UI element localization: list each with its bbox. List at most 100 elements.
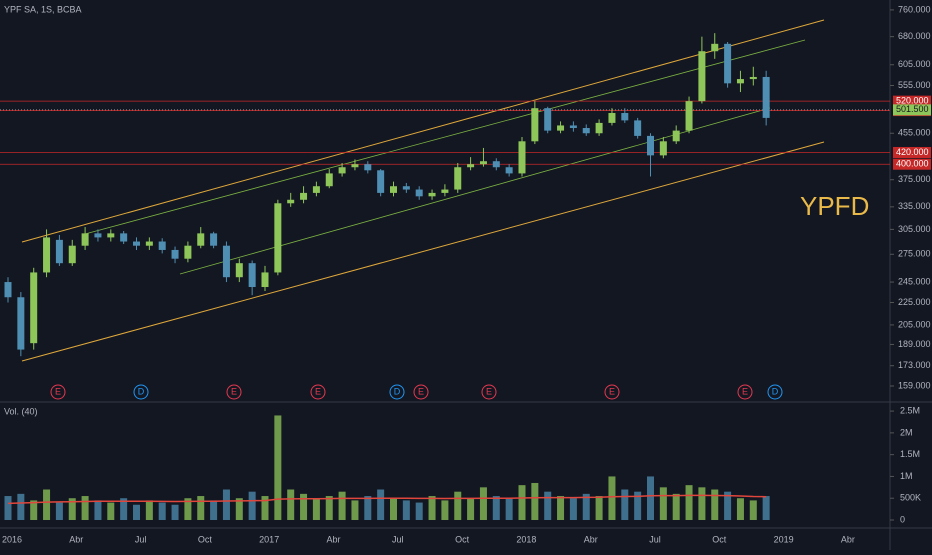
candle-body — [390, 186, 397, 193]
chart-title: YPF SA, 1S, BCBA — [4, 4, 82, 14]
volume-bar — [711, 489, 719, 520]
level-label: 400.000 — [896, 159, 929, 169]
volume-bar — [94, 500, 102, 520]
volume-bar — [595, 496, 603, 520]
event-marker — [481, 384, 497, 400]
volume-tick-label: 1M — [900, 471, 913, 481]
volume-bar — [647, 476, 654, 520]
volume-bar — [749, 500, 757, 520]
x-tick-label: Abr — [326, 534, 340, 544]
volume-bar — [81, 496, 89, 520]
candle-body — [235, 263, 243, 278]
candle-body — [492, 161, 500, 168]
volume-tick-label: 0 — [900, 514, 905, 524]
candle-body — [479, 161, 487, 165]
candle-body — [171, 249, 179, 259]
candle-body — [17, 297, 25, 350]
x-tick-label: Jul — [649, 534, 661, 544]
candle-body — [364, 164, 372, 171]
volume-bar — [685, 485, 693, 520]
candle-body — [261, 272, 269, 288]
event-label: E — [609, 386, 615, 396]
event-label: D — [138, 386, 145, 396]
volume-bar — [68, 498, 76, 520]
volume-bar — [300, 493, 308, 520]
volume-bar — [325, 496, 333, 520]
y-tick-label: 305.000 — [898, 224, 931, 234]
event-marker — [413, 384, 429, 400]
volume-bar — [531, 482, 539, 520]
candle-body — [222, 245, 230, 278]
level-label: 420.000 — [896, 147, 929, 157]
x-tick-label: Jul — [392, 534, 404, 544]
volume-tick-label: 1.5M — [900, 449, 920, 459]
volume-bar — [145, 500, 153, 520]
candle-body — [544, 108, 552, 131]
event-marker — [767, 384, 783, 400]
volume-bar — [698, 487, 706, 520]
event-label: E — [418, 386, 424, 396]
candle-body — [518, 141, 526, 174]
x-tick-label: Abr — [841, 534, 855, 544]
level-tag — [893, 95, 931, 107]
y-tick-label: 335.000 — [898, 201, 931, 211]
candle-body — [505, 167, 513, 174]
volume-bar — [492, 496, 500, 520]
event-label: E — [231, 386, 237, 396]
volume-bar — [210, 500, 218, 520]
volume-bar — [171, 504, 179, 520]
event-marker — [737, 384, 753, 400]
volume-bar — [197, 496, 205, 520]
volume-bar — [428, 496, 436, 520]
volume-bar — [390, 498, 397, 520]
candle-body — [647, 135, 654, 156]
volume-bar — [557, 496, 565, 520]
volume-bar — [505, 498, 513, 520]
volume-bar — [736, 498, 744, 520]
y-tick-label: 159.000 — [898, 380, 931, 390]
channel-inner-upper — [84, 39, 806, 235]
candle-body — [659, 141, 667, 156]
candle-body — [467, 164, 475, 168]
candle-body — [749, 76, 757, 80]
candle-body — [724, 43, 732, 84]
volume-bar — [55, 502, 63, 520]
level-tag — [893, 146, 931, 158]
candle-body — [184, 245, 192, 259]
volume-bar — [287, 489, 295, 520]
x-tick-label: 2016 — [2, 534, 22, 544]
candle-body — [94, 233, 102, 238]
candle-body — [145, 241, 153, 246]
candle-body — [248, 263, 256, 288]
candle-body — [4, 282, 12, 298]
candle-body — [120, 233, 128, 242]
volume-bar — [467, 498, 475, 520]
candle-body — [634, 120, 642, 136]
candle-body — [197, 233, 205, 246]
candle-body — [68, 245, 76, 264]
x-tick-label: Abr — [584, 534, 598, 544]
event-marker — [133, 384, 149, 400]
event-marker — [310, 384, 326, 400]
candle-body — [711, 43, 719, 52]
event-marker — [389, 384, 405, 400]
volume-bar — [235, 498, 243, 520]
y-tick-label: 680.000 — [898, 31, 931, 41]
volume-tick-label: 500K — [900, 493, 921, 503]
volume-bar — [608, 476, 616, 520]
x-tick-label: Oct — [455, 534, 470, 544]
candle-body — [557, 125, 565, 131]
y-tick-label: 555.000 — [898, 80, 931, 90]
channel-upper — [21, 19, 825, 243]
candle-body — [595, 122, 603, 134]
event-label: E — [742, 386, 748, 396]
volume-bar — [582, 493, 590, 520]
volume-tick-label: 2.5M — [900, 405, 920, 415]
volume-bar — [454, 491, 462, 520]
candle-body — [287, 199, 295, 204]
event-label: D — [772, 386, 779, 396]
candle-body — [402, 186, 410, 190]
x-tick-label: 2019 — [774, 534, 794, 544]
annotation: YPFD — [800, 191, 869, 221]
